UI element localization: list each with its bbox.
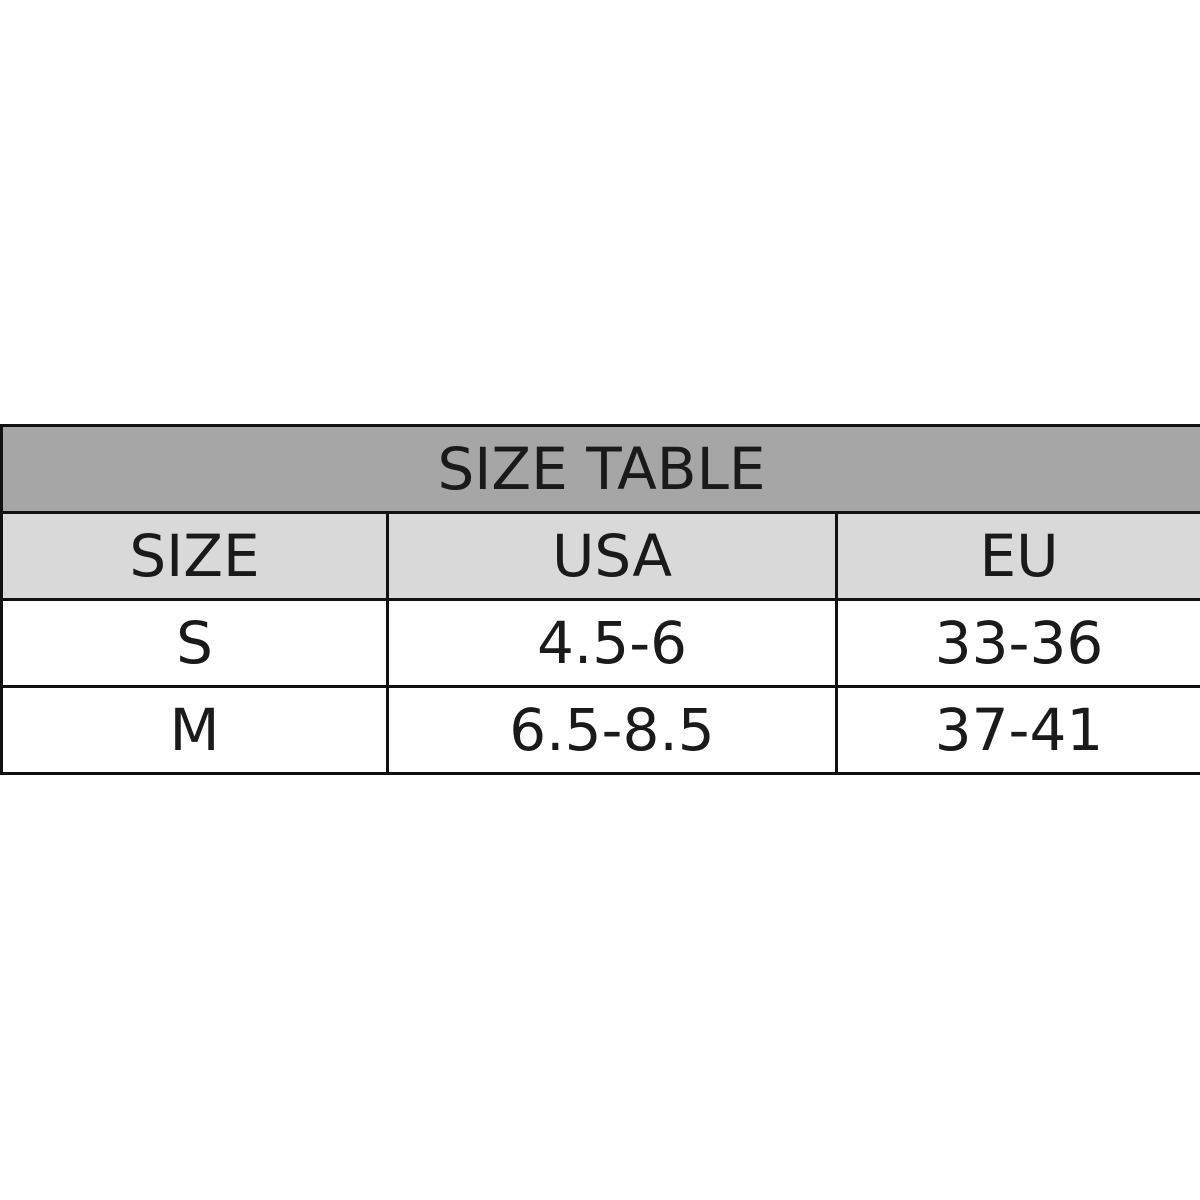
- table-row: M 6.5-8.5 37-41: [0, 685, 1200, 775]
- cell-usa: 4.5-6: [386, 598, 838, 688]
- cell-eu: 33-36: [834, 598, 1200, 688]
- table-header-row: SIZE USA EU: [0, 511, 1200, 601]
- cell-size: M: [0, 685, 389, 775]
- table-row: S 4.5-6 33-36: [0, 598, 1200, 688]
- header-eu: EU: [834, 511, 1200, 601]
- cell-size: S: [0, 598, 389, 688]
- table-title-row: SIZE TABLE: [0, 424, 1200, 514]
- size-table: SIZE TABLE SIZE USA EU S 4.5-6 33-36 M 6…: [0, 424, 1200, 775]
- cell-usa: 6.5-8.5: [386, 685, 838, 775]
- header-size: SIZE: [0, 511, 389, 601]
- cell-eu: 37-41: [834, 685, 1200, 775]
- header-usa: USA: [386, 511, 838, 601]
- table-title: SIZE TABLE: [0, 424, 1200, 514]
